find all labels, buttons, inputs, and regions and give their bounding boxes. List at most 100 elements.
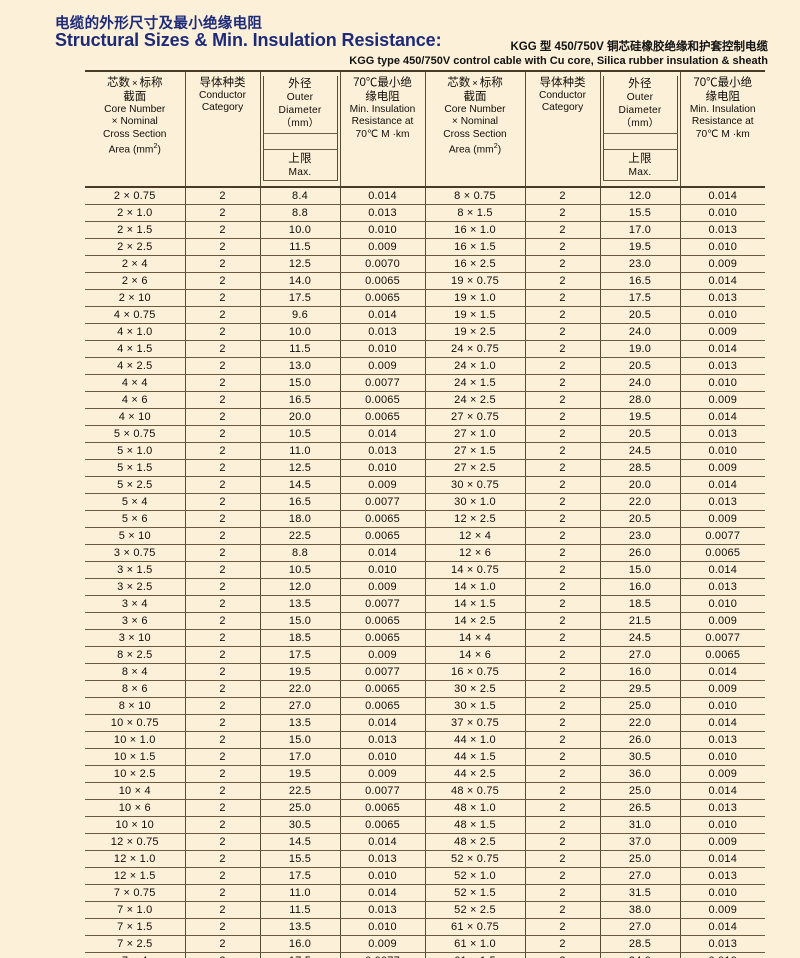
cell-conductor-left: 2 — [184, 510, 261, 529]
cell-outer-diameter-left: 15.0 — [259, 731, 341, 750]
cell-conductor-right: 2 — [524, 918, 601, 937]
cell-outer-diameter-left: 10.0 — [259, 323, 341, 342]
table-row: 2 × 1.0 2 8.8 0.013 8 × 1.5 2 15.5 0.010 — [85, 204, 765, 223]
cell-core-left: 5 × 1.5 — [85, 459, 186, 478]
cell-insulation-left: 0.0077 — [339, 374, 426, 393]
cell-core-right: 48 × 2.5 — [424, 833, 526, 852]
cell-conductor-right: 2 — [524, 663, 601, 682]
table-row: 8 × 4 2 19.5 0.0077 16 × 0.75 2 16.0 0.014 — [85, 663, 765, 682]
od-split-header-right: 外径 Outer Diameter （mm） 上限 Max. — [602, 76, 678, 182]
cell-insulation-left: 0.013 — [339, 442, 426, 461]
cell-conductor-left: 2 — [184, 629, 261, 648]
table-row: 5 × 10 2 22.5 0.0065 12 × 4 2 23.0 0.0077 — [85, 527, 765, 546]
cell-insulation-left: 0.009 — [339, 357, 426, 376]
cell-conductor-right: 2 — [524, 357, 601, 376]
cell-outer-diameter-left: 19.5 — [259, 663, 341, 682]
ir-en-3-r: 70℃ M ·km — [695, 128, 750, 140]
cell-conductor-right: 2 — [524, 561, 601, 580]
cell-outer-diameter-right: 27.0 — [599, 867, 681, 886]
cell-insulation-left: 0.013 — [339, 850, 426, 869]
core-cn-3: 截面 — [123, 91, 147, 104]
cell-core-left: 4 × 4 — [85, 374, 186, 393]
table-row: 4 × 4 2 15.0 0.0077 24 × 1.5 2 24.0 0.010 — [85, 374, 765, 393]
cond-cn: 导体种类 — [199, 77, 246, 89]
cell-conductor-left: 2 — [184, 833, 261, 852]
cell-outer-diameter-left: 10.0 — [259, 221, 341, 240]
cell-insulation-left: 0.0070 — [339, 255, 426, 274]
cell-core-right: 27 × 0.75 — [424, 408, 526, 427]
od-unit-r: （mm） — [620, 117, 660, 129]
cell-outer-diameter-right: 21.5 — [599, 612, 681, 631]
cell-conductor-right: 2 — [524, 697, 601, 716]
cell-core-left: 5 × 2.5 — [85, 476, 186, 495]
od-upper-cell-r: 外径 Outer Diameter （mm） — [602, 76, 678, 134]
cell-conductor-left: 2 — [184, 221, 261, 240]
cell-core-left: 8 × 2.5 — [85, 646, 186, 665]
table-row: 3 × 4 2 13.5 0.0077 14 × 1.5 2 18.5 0.010 — [85, 595, 765, 614]
cell-conductor-right: 2 — [524, 714, 601, 733]
cell-insulation-left: 0.0065 — [339, 408, 426, 427]
cell-conductor-right: 2 — [524, 442, 601, 461]
header-insulation-resistance-right: 70℃最小绝 缘电阻 Min. Insulation Resistance at… — [679, 69, 765, 189]
od-cn: 外径 — [288, 77, 312, 90]
cell-core-left: 10 × 1.0 — [85, 731, 186, 750]
cell-insulation-right: 0.013 — [679, 289, 765, 308]
cell-core-right: 52 × 0.75 — [424, 850, 526, 869]
cell-insulation-left: 0.010 — [339, 918, 426, 937]
table-row: 4 × 1.5 2 11.5 0.010 24 × 0.75 2 19.0 0.014 — [85, 340, 765, 359]
cell-core-right: 24 × 0.75 — [424, 340, 526, 359]
cell-conductor-right: 2 — [524, 935, 601, 954]
cell-insulation-right: 0.0065 — [679, 544, 765, 563]
cell-insulation-left: 0.010 — [339, 748, 426, 767]
cell-insulation-left: 0.0077 — [339, 952, 426, 958]
spec-table-container: 芯数 × 标称 截面 Core Number × Nominal Cross Sec… — [85, 69, 765, 958]
cell-core-right: 61 × 1.5 — [424, 952, 526, 958]
cell-outer-diameter-right: 38.0 — [599, 901, 681, 920]
cell-core-right: 12 × 4 — [424, 527, 526, 546]
cell-conductor-left: 2 — [184, 901, 261, 920]
cell-conductor-left: 2 — [184, 748, 261, 767]
cell-conductor-left: 2 — [184, 918, 261, 937]
cell-outer-diameter-left: 30.5 — [259, 816, 341, 835]
cell-outer-diameter-left: 11.5 — [259, 238, 341, 257]
cell-outer-diameter-left: 14.5 — [259, 476, 341, 495]
cell-outer-diameter-left: 13.5 — [259, 918, 341, 937]
cell-core-right: 12 × 6 — [424, 544, 526, 563]
cell-insulation-right: 0.013 — [679, 357, 765, 376]
header-conductor-category-right: 导体种类 Conductor Category — [524, 69, 601, 189]
cell-conductor-left: 2 — [184, 476, 261, 495]
cell-insulation-left: 0.0065 — [339, 799, 426, 818]
cell-core-left: 5 × 4 — [85, 493, 186, 512]
cell-conductor-right: 2 — [524, 884, 601, 903]
cell-core-right: 30 × 0.75 — [424, 476, 526, 495]
cell-conductor-left: 2 — [184, 374, 261, 393]
cell-outer-diameter-right: 25.0 — [599, 850, 681, 869]
cell-insulation-left: 0.009 — [339, 578, 426, 597]
cell-outer-diameter-right: 20.5 — [599, 306, 681, 325]
cell-insulation-right: 0.010 — [679, 204, 765, 223]
cell-conductor-right: 2 — [524, 612, 601, 631]
cell-outer-diameter-right: 19.5 — [599, 408, 681, 427]
cell-insulation-right: 0.010 — [679, 442, 765, 461]
table-row: 5 × 2.5 2 14.5 0.009 30 × 0.75 2 20.0 0.014 — [85, 476, 765, 495]
cell-insulation-left: 0.014 — [339, 884, 426, 903]
cell-core-left: 7 × 0.75 — [85, 884, 186, 903]
core-unit-sup-r: 2 — [493, 141, 498, 151]
cell-conductor-left: 2 — [184, 306, 261, 325]
cell-core-left: 5 × 10 — [85, 527, 186, 546]
cond-en-2-r: Category — [541, 102, 584, 114]
core-times-glyph: × — [131, 78, 138, 89]
cell-insulation-left: 0.014 — [339, 714, 426, 733]
cell-outer-diameter-left: 14.5 — [259, 833, 341, 852]
cell-outer-diameter-left: 17.5 — [259, 867, 341, 886]
cell-conductor-right: 2 — [524, 765, 601, 784]
cell-core-right: 30 × 1.5 — [424, 697, 526, 716]
cell-outer-diameter-right: 31.0 — [599, 816, 681, 835]
cell-conductor-left: 2 — [184, 357, 261, 376]
cell-core-right: 16 × 1.0 — [424, 221, 526, 240]
cell-outer-diameter-left: 13.5 — [259, 714, 341, 733]
cell-core-right: 14 × 4 — [424, 629, 526, 648]
table-row: 8 × 2.5 2 17.5 0.009 14 × 6 2 27.0 0.0065 — [85, 646, 765, 665]
cell-core-right: 19 × 2.5 — [424, 323, 526, 342]
cell-conductor-right: 2 — [524, 187, 601, 206]
